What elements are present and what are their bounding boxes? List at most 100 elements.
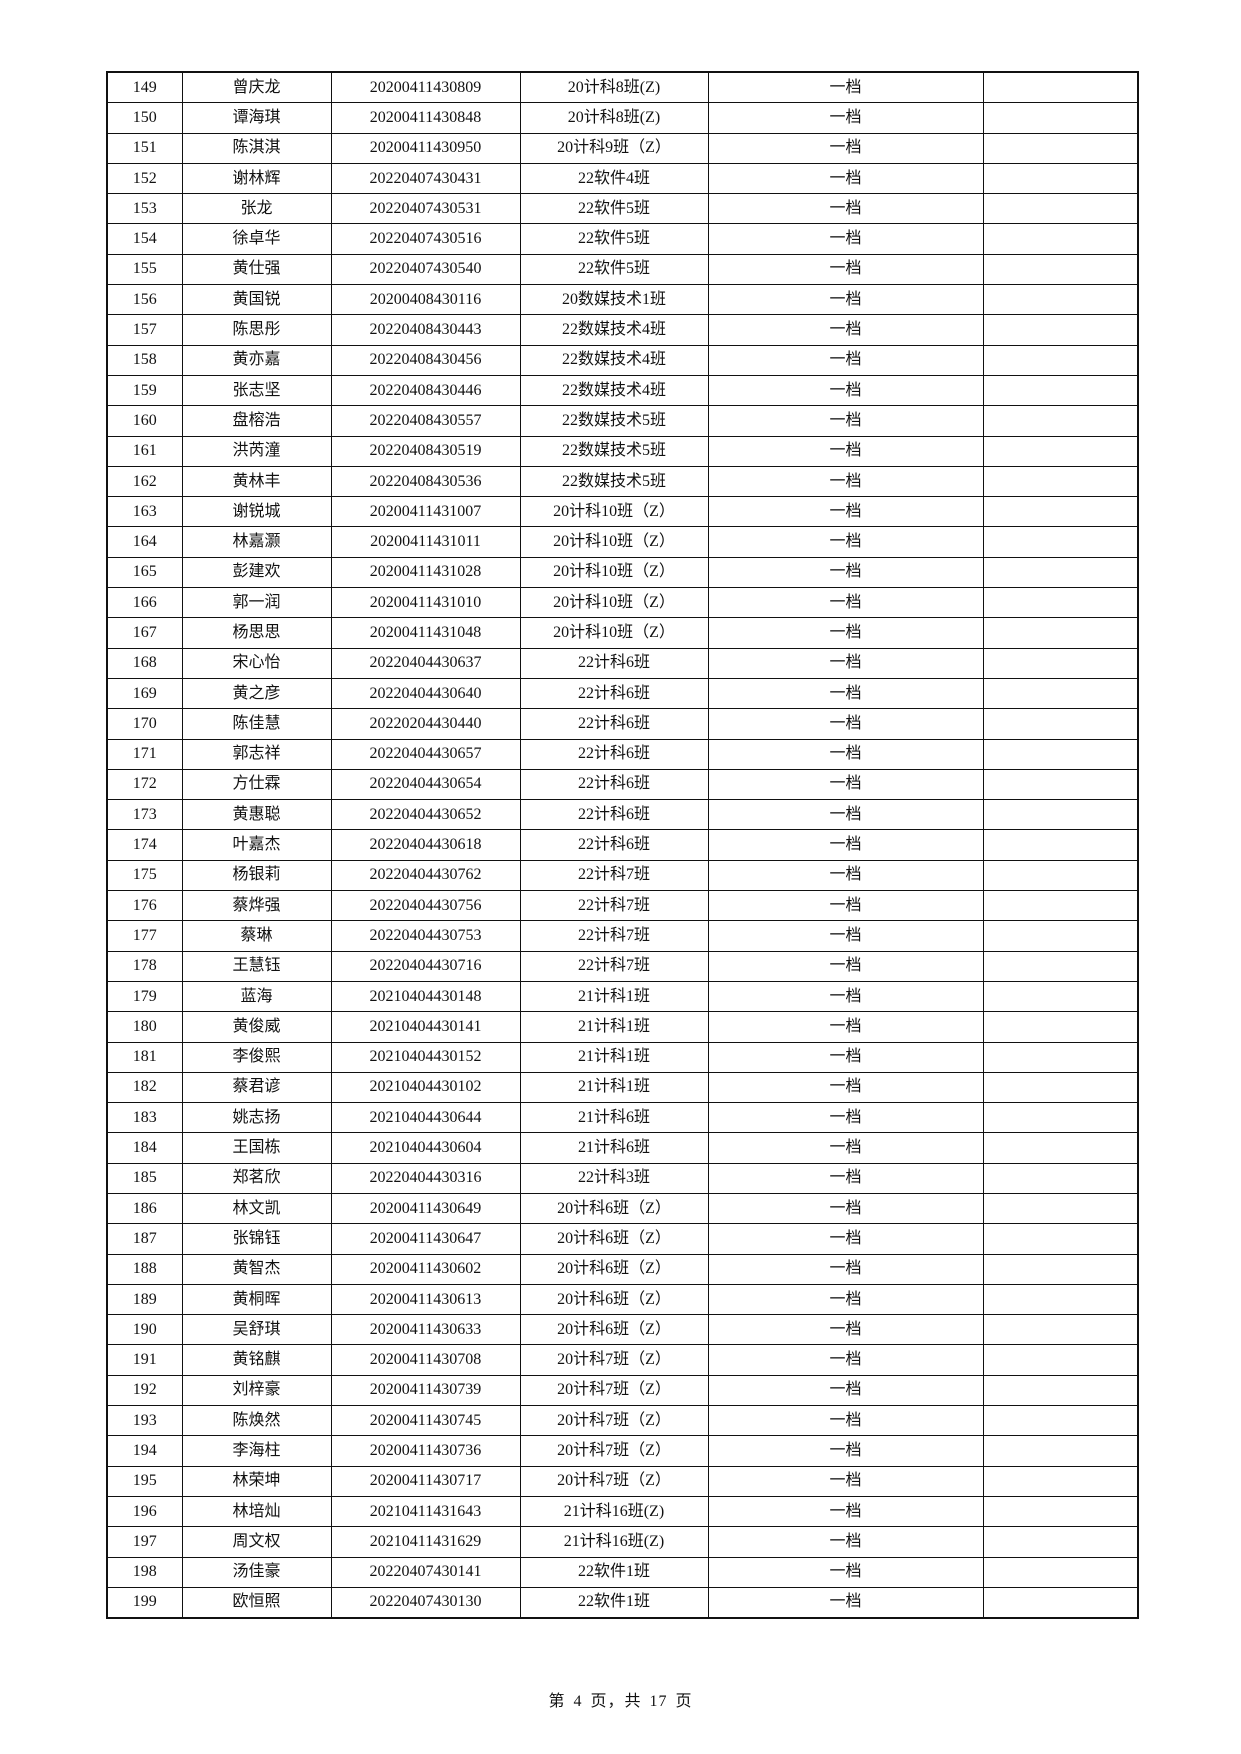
table-row: 179 蓝海 20210404430148 21计科1班 一档 (106, 980, 1139, 1013)
level-cell: 一档 (707, 132, 984, 164)
row-number-cell: 159 (106, 374, 183, 407)
class-cell: 20计科7班（Z） (519, 1344, 709, 1376)
row-number-cell: 192 (106, 1374, 183, 1407)
student-id-cell: 20200411431010 (330, 587, 521, 619)
page-suffix: 页 (675, 1693, 693, 1710)
name-cell: 陈淇淇 (181, 132, 332, 164)
class-cell: 22计科6班 (519, 738, 709, 770)
page-prefix: 第 (548, 1693, 566, 1710)
level-cell: 一档 (707, 980, 984, 1013)
level-cell: 一档 (707, 768, 984, 801)
row-number-cell: 190 (106, 1314, 183, 1346)
row-number-cell: 155 (106, 253, 183, 286)
name-cell: 杨银莉 (181, 859, 332, 892)
student-id-cell: 20220404430637 (330, 647, 521, 679)
class-cell: 22软件5班 (519, 223, 709, 255)
row-number-cell: 167 (106, 617, 183, 649)
class-cell: 22计科7班 (519, 950, 709, 982)
name-cell: 谭海琪 (181, 102, 332, 134)
remark-cell (982, 980, 1139, 1013)
row-number-cell: 156 (106, 284, 183, 316)
level-cell: 一档 (707, 102, 984, 134)
student-id-cell: 20210411431643 (330, 1495, 521, 1528)
remark-cell (982, 1011, 1139, 1043)
table-row: 187 张锦钰 20200411430647 20计科6班（Z） 一档 (106, 1223, 1139, 1255)
student-id-cell: 20220404430762 (330, 859, 521, 892)
remark-cell (982, 920, 1139, 952)
remark-cell (982, 950, 1139, 982)
table-row: 191 黄铭麒 20200411430708 20计科7班（Z） 一档 (106, 1344, 1139, 1376)
student-list-table: 149 曾庆龙 20200411430809 20计科8班(Z) 一档 150 谭海琪 202… (106, 71, 1139, 1620)
name-cell: 黄铭麒 (181, 1344, 332, 1376)
student-id-cell: 20200411430736 (330, 1435, 521, 1467)
student-id-cell: 20200411430649 (330, 1192, 521, 1225)
level-cell: 一档 (707, 253, 984, 286)
level-cell: 一档 (707, 950, 984, 982)
student-id-cell: 20220404430618 (330, 829, 521, 861)
remark-cell (982, 556, 1139, 589)
level-cell: 一档 (707, 1041, 984, 1073)
row-number-cell: 157 (106, 314, 183, 346)
name-cell: 陈佳慧 (181, 708, 332, 740)
level-cell: 一档 (707, 1011, 984, 1043)
remark-cell (982, 71, 1139, 104)
student-id-cell: 20200411431007 (330, 496, 521, 528)
row-number-cell: 197 (106, 1526, 183, 1558)
name-cell: 蔡君谚 (181, 1071, 332, 1104)
student-id-cell: 20200411430613 (330, 1283, 521, 1316)
name-cell: 彭建欢 (181, 556, 332, 589)
table-row: 162 黄林丰 20220408430536 22数媒技术5班 一档 (106, 465, 1139, 498)
page-total: 17 (649, 1693, 668, 1710)
class-cell: 22数媒技术5班 (519, 435, 709, 467)
table-row: 171 郭志祥 20220404430657 22计科6班 一档 (106, 738, 1139, 770)
row-number-cell: 184 (106, 1132, 183, 1164)
student-id-cell: 20220407430540 (330, 253, 521, 286)
level-cell: 一档 (707, 1253, 984, 1285)
name-cell: 黄林丰 (181, 465, 332, 498)
student-id-cell: 20200411430745 (330, 1405, 521, 1437)
table-row: 167 杨思思 20200411431048 20计科10班（Z） 一档 (106, 617, 1139, 649)
level-cell: 一档 (707, 617, 984, 649)
class-cell: 21计科16班(Z) (519, 1526, 709, 1558)
table-row: 195 林荣坤 20200411430717 20计科7班（Z） 一档 (106, 1465, 1139, 1497)
row-number-cell: 170 (106, 708, 183, 740)
student-id-cell: 20210404430644 (330, 1102, 521, 1134)
name-cell: 欧恒照 (181, 1586, 332, 1619)
student-id-cell: 20220204430440 (330, 708, 521, 740)
table-row: 197 周文权 20210411431629 21计科16班(Z) 一档 (106, 1526, 1139, 1558)
name-cell: 刘梓豪 (181, 1374, 332, 1407)
remark-cell (982, 1495, 1139, 1528)
remark-cell (982, 1132, 1139, 1164)
level-cell: 一档 (707, 829, 984, 861)
table-row: 198 汤佳豪 20220407430141 22软件1班 一档 (106, 1556, 1139, 1588)
table-row: 174 叶嘉杰 20220404430618 22计科6班 一档 (106, 829, 1139, 861)
table-row: 175 杨银莉 20220404430762 22计科7班 一档 (106, 859, 1139, 892)
level-cell: 一档 (707, 677, 984, 710)
row-number-cell: 180 (106, 1011, 183, 1043)
student-id-cell: 20200411430739 (330, 1374, 521, 1407)
name-cell: 盘榕浩 (181, 405, 332, 437)
row-number-cell: 194 (106, 1435, 183, 1467)
remark-cell (982, 647, 1139, 679)
student-id-cell: 20210404430604 (330, 1132, 521, 1164)
class-cell: 22数媒技术5班 (519, 465, 709, 498)
name-cell: 张锦钰 (181, 1223, 332, 1255)
remark-cell (982, 1586, 1139, 1619)
level-cell: 一档 (707, 344, 984, 376)
name-cell: 黄国锐 (181, 284, 332, 316)
class-cell: 20计科10班（Z） (519, 556, 709, 589)
class-cell: 22软件5班 (519, 193, 709, 225)
level-cell: 一档 (707, 496, 984, 528)
remark-cell (982, 617, 1139, 649)
table-row: 153 张龙 20220407430531 22软件5班 一档 (106, 193, 1139, 225)
student-id-cell: 20200411431048 (330, 617, 521, 649)
row-number-cell: 161 (106, 435, 183, 467)
remark-cell (982, 1283, 1139, 1316)
row-number-cell: 154 (106, 223, 183, 255)
table-row: 151 陈淇淇 20200411430950 20计科9班（Z） 一档 (106, 132, 1139, 164)
table-row: 172 方仕霖 20220404430654 22计科6班 一档 (106, 768, 1139, 801)
level-cell: 一档 (707, 1344, 984, 1376)
name-cell: 林嘉灏 (181, 526, 332, 558)
class-cell: 21计科1班 (519, 1041, 709, 1073)
level-cell: 一档 (707, 647, 984, 679)
